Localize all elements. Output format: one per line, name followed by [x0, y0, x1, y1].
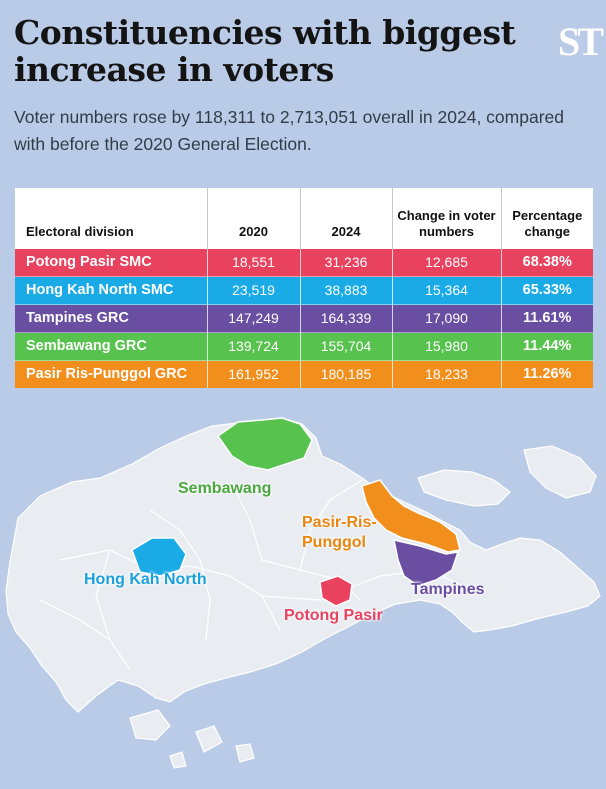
cell-2020: 23,519 [206, 276, 300, 305]
cell-2020: 18,551 [206, 248, 300, 277]
cell-percentage: 11.44% [500, 332, 593, 361]
header-percentage: Percentage change [500, 188, 593, 249]
cell-2024: 164,339 [299, 304, 392, 333]
cell-change: 15,364 [391, 276, 501, 305]
cell-percentage: 11.61% [500, 304, 593, 333]
pulau-ubin [417, 469, 511, 507]
cell-change: 12,685 [391, 248, 501, 277]
map-label-potong-pasir: Potong Pasir [284, 607, 383, 624]
potong-pasir-area [319, 575, 353, 607]
cell-2024: 180,185 [299, 360, 392, 388]
cell-division: Pasir Ris-Punggol GRC [15, 360, 207, 388]
table-row: Potong Pasir SMC 18,551 31,236 12,685 68.38% [15, 248, 593, 277]
cell-percentage: 11.26% [500, 360, 593, 388]
header-2020: 2020 [206, 188, 300, 249]
map-label-tampines: Tampines [411, 581, 485, 598]
cell-division: Sembawang GRC [15, 332, 207, 361]
map-label-sembawang: Sembawang [178, 480, 272, 497]
pulau-tekong [523, 445, 597, 499]
map-label-pasir-ris-line2: Punggol [302, 534, 366, 551]
voters-table: Electoral division 2020 2024 Change in v… [15, 188, 593, 388]
page-title: Constituencies with biggest increase in … [14, 13, 516, 89]
cell-2020: 147,249 [206, 304, 300, 333]
cell-division: Hong Kah North SMC [15, 276, 207, 305]
table-row: Tampines GRC 147,249 164,339 17,090 11.61% [15, 304, 593, 333]
st-logo: ST [558, 19, 604, 64]
map-label-pasir-ris-line1: Pasir-Ris- [302, 514, 377, 531]
tampines-area [393, 539, 460, 587]
cell-division: Tampines GRC [15, 304, 207, 333]
cell-change: 18,233 [391, 360, 501, 388]
sembawang-area [216, 417, 313, 471]
table-header-row: Electoral division 2020 2024 Change in v… [15, 188, 593, 249]
cell-percentage: 65.33% [500, 276, 593, 305]
cell-change: 17,090 [391, 304, 501, 333]
pasir-ris-punggol-area [361, 479, 461, 553]
singapore-map [5, 417, 601, 769]
cell-change: 15,980 [391, 332, 501, 361]
cell-2024: 155,704 [299, 332, 392, 361]
table-row: Pasir Ris-Punggol GRC 161,952 180,185 18,23… [15, 360, 593, 388]
table-row: Sembawang GRC 139,724 155,704 15,980 11.44% [15, 332, 593, 361]
header-electoral-division: Electoral division [26, 224, 134, 239]
hong-kah-north-area [131, 537, 187, 577]
main-island [5, 417, 601, 713]
cell-2024: 38,883 [299, 276, 392, 305]
subtitle: Voter numbers rose by 118,311 to 2,713,0… [14, 107, 564, 154]
cell-percentage: 68.38% [500, 248, 593, 277]
cell-division: Potong Pasir SMC [15, 248, 207, 277]
cell-2020: 139,724 [206, 332, 300, 361]
cell-2024: 31,236 [299, 248, 392, 277]
table-row: Hong Kah North SMC 23,519 38,883 15,364 65.3… [15, 276, 593, 305]
header-change: Change in voter numbers [391, 188, 501, 249]
header-2024: 2024 [299, 188, 392, 249]
constituency-boundaries [39, 479, 471, 671]
map-label-hong-kah-north: Hong Kah North [84, 571, 207, 588]
cell-2020: 161,952 [206, 360, 300, 388]
southern-islands [129, 709, 255, 769]
